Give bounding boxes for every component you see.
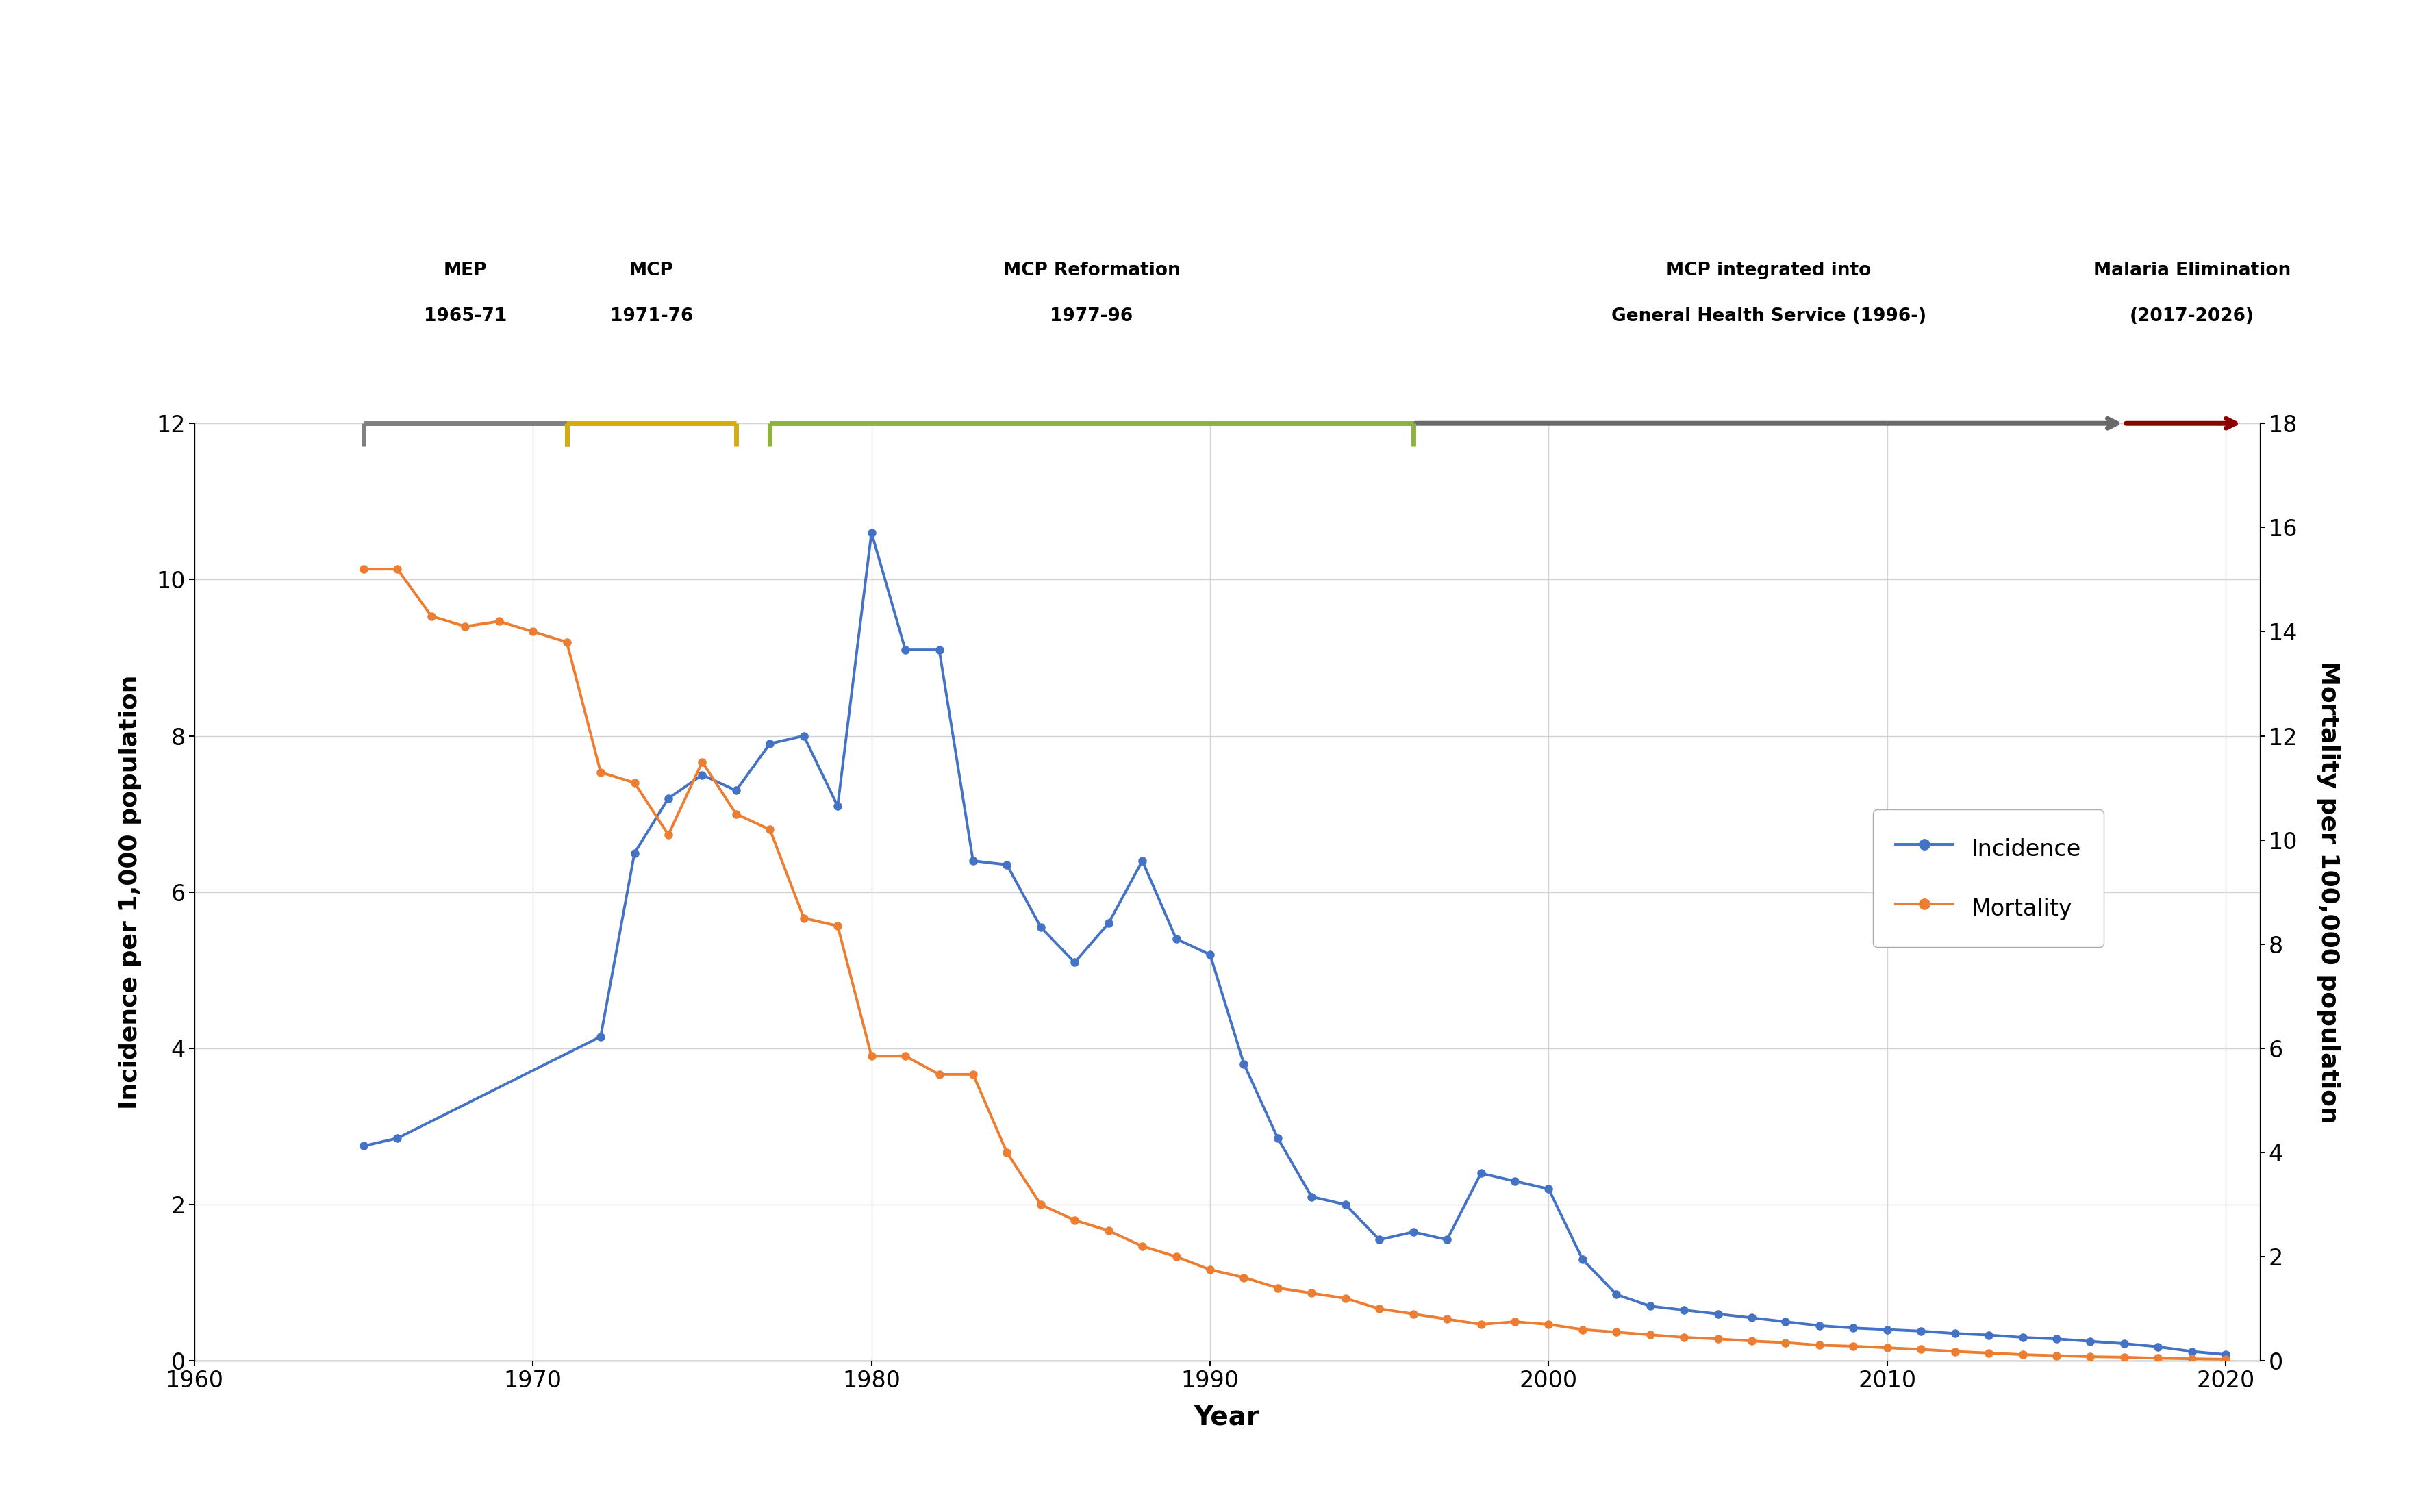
Incidence [925,641,955,659]
Text: General Health Service (1996-): General Health Service (1996-) [1610,307,1926,325]
Mortality [1399,1305,1428,1323]
Incidence [1093,915,1122,933]
Y-axis label: Mortality per 100,000 population: Mortality per 100,000 population [2317,661,2339,1123]
Mortality [2210,1350,2240,1368]
Incidence [2176,1343,2206,1361]
Text: 1977-96: 1977-96 [1049,307,1132,325]
Text: MEP: MEP [445,262,486,280]
Mortality [384,559,413,578]
Incidence [857,523,887,541]
Text: 1965-71: 1965-71 [423,307,508,325]
Legend: Incidence, Mortality: Incidence, Mortality [1873,810,2104,948]
Mortality [350,559,379,578]
Text: Malaria Elimination: Malaria Elimination [2094,262,2291,280]
Line: Mortality: Mortality [359,565,2230,1362]
Incidence [1771,1312,1800,1331]
Incidence [2210,1346,2240,1364]
Incidence [350,1137,379,1155]
Text: MCP: MCP [629,262,673,280]
Mortality [1025,1196,1054,1214]
Incidence [1669,1300,1698,1318]
Mortality [1499,1312,1528,1331]
X-axis label: Year: Year [1193,1403,1261,1430]
Mortality [1567,1320,1596,1338]
Y-axis label: Incidence per 1,000 population: Incidence per 1,000 population [119,674,141,1110]
Incidence [1059,954,1088,972]
Text: 1971-76: 1971-76 [610,307,692,325]
Mortality [1771,1334,1800,1352]
Text: MCP integrated into: MCP integrated into [1666,262,1870,280]
Line: Incidence: Incidence [359,529,2230,1358]
Text: (2017-2026): (2017-2026) [2128,307,2254,325]
Text: MCP Reformation: MCP Reformation [1003,262,1180,280]
